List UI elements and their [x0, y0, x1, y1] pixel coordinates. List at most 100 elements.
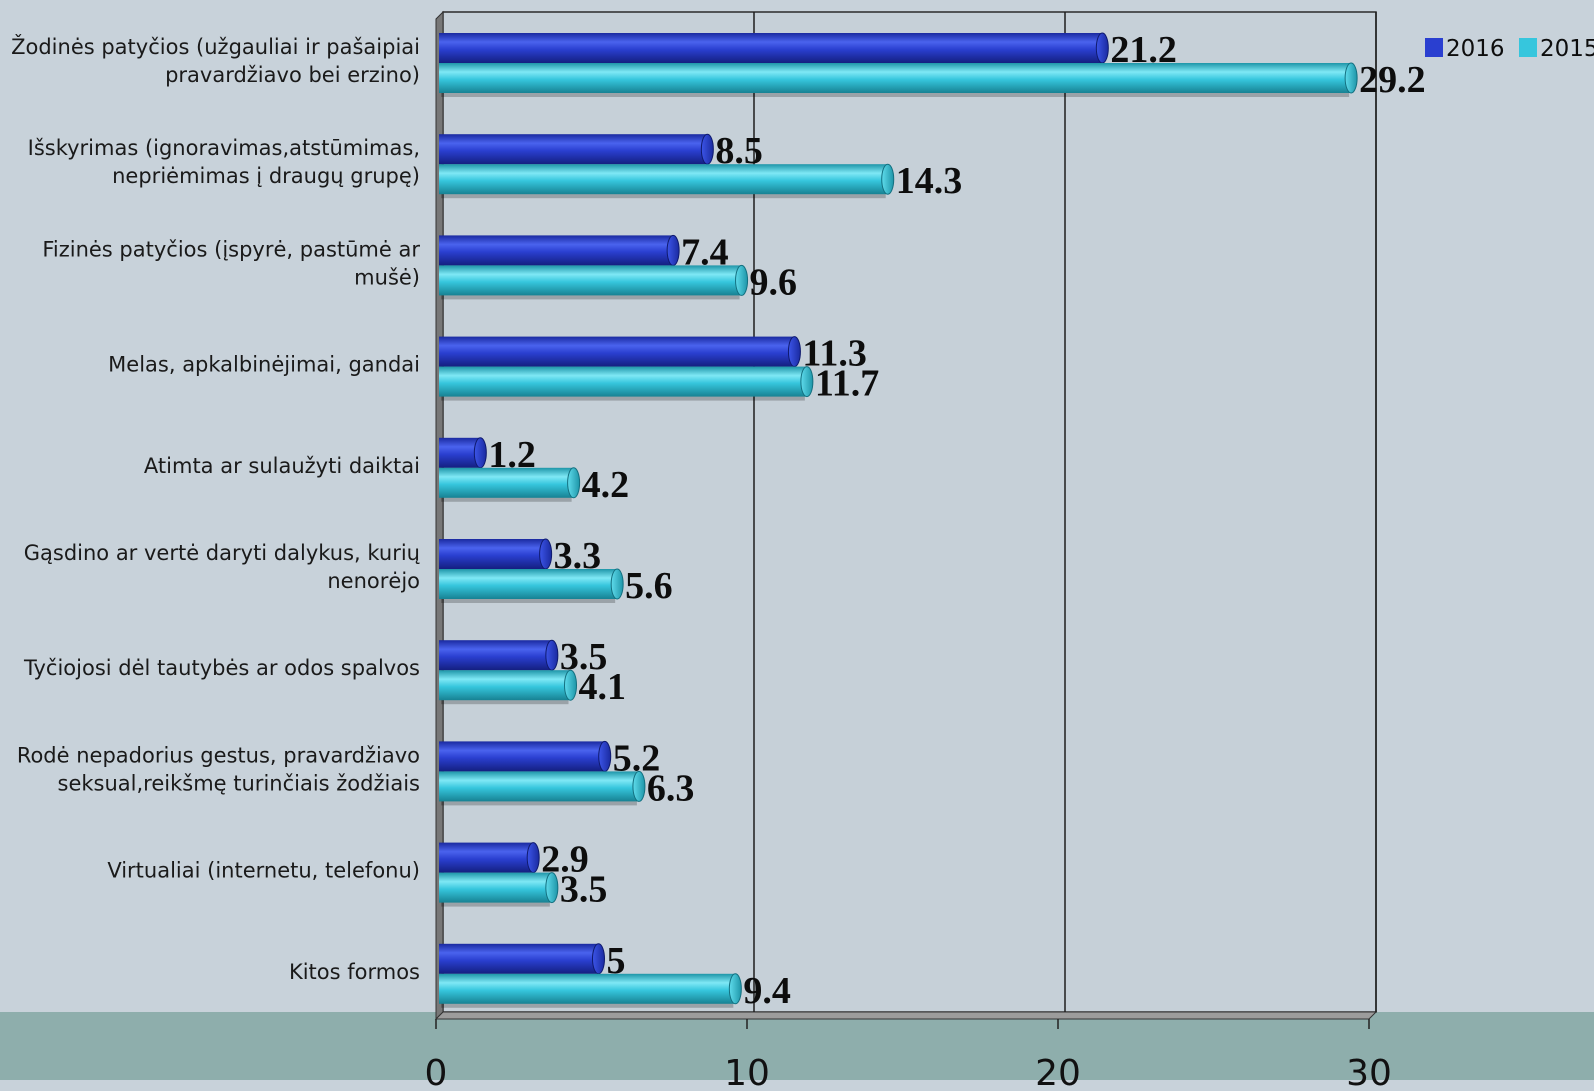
data-labels: 21.2 29.2 8.5 14.3 7.4 9.611.311.7 1.2 4.2 3.3 5.… [488, 29, 1425, 1012]
data-label-2016-8: 2.9 [541, 839, 589, 881]
bar-2015-7 [439, 770, 646, 806]
bar-body [439, 842, 534, 873]
data-label-2015-2: 9.6 [750, 261, 798, 303]
bar-cap [598, 740, 612, 772]
bar-cap [700, 133, 714, 165]
bar-body [439, 539, 546, 569]
bar-body [439, 943, 599, 974]
bar-2016-1 [439, 133, 714, 169]
bar-body [439, 872, 552, 903]
data-label-2016-9: 5 [607, 940, 626, 982]
bar-cap [539, 538, 553, 570]
bar-body [439, 569, 618, 599]
category-label-line: Fizinės patyčios (įspyrė, pastūmė ar [42, 237, 420, 261]
category-label-line: nepriėmimas į draugų grupę) [112, 164, 420, 188]
data-label-2015-8: 3.5 [560, 869, 608, 911]
bar-cap [1344, 62, 1358, 94]
bar-cap [564, 669, 578, 701]
data-label-2015-3: 11.7 [815, 363, 879, 405]
tick-label-0: 0 [425, 1053, 448, 1091]
data-label-2016-4: 1.2 [488, 434, 536, 476]
bar-cap [728, 973, 742, 1005]
data-label-2016-7: 5.2 [613, 737, 661, 779]
bar-body [439, 265, 742, 296]
category-label: Tyčiojosi dėl tautybės ar odos spalvos [23, 656, 420, 680]
data-label-2015-7: 6.3 [647, 767, 695, 809]
category-label-line: Žodinės patyčios (užgauliai ir pašaipiai [11, 34, 420, 59]
data-label-2016-5: 3.3 [554, 535, 602, 577]
bar-body [439, 973, 736, 1004]
category-label-line: Atimta ar sulaužyti daiktai [144, 454, 420, 478]
category-label-line: pravardžiavo bei erzino) [165, 63, 420, 87]
bar-2015-1 [439, 163, 895, 199]
bar-2015-8 [439, 872, 559, 907]
data-label-2016-2: 7.4 [681, 231, 729, 273]
bar-body [439, 741, 605, 772]
bar-2016-3 [439, 336, 801, 371]
bar-cap [545, 639, 559, 671]
bar-body [439, 670, 571, 701]
bar-cap [632, 770, 646, 802]
bar-body [439, 771, 639, 802]
bars [439, 32, 1358, 1008]
category-label-line: Melas, apkalbinėjimai, gandai [108, 353, 420, 377]
bar-body [439, 437, 481, 468]
bar-2015-6 [439, 669, 578, 705]
category-label: Melas, apkalbinėjimai, gandai [108, 353, 420, 377]
bar-cap [567, 467, 581, 499]
data-label-2016-1: 8.5 [715, 130, 763, 172]
data-label-2016-3: 11.3 [802, 333, 866, 375]
category-label-line: Išskyrimas (ignoravimas,atstūmimas, [28, 136, 420, 160]
bar-2016-0 [439, 32, 1109, 67]
category-label-line: nenorėjo [327, 569, 420, 593]
bar-cap [473, 437, 487, 469]
category-label: Gąsdino ar vertė daryti dalykus, kurių ne… [24, 541, 420, 593]
bar-cap [787, 336, 801, 368]
bar-body [439, 366, 807, 397]
category-label-line: Tyčiojosi dėl tautybės ar odos spalvos [23, 656, 420, 680]
category-label: Kitos formos [289, 960, 420, 984]
category-label: Rodė nepadorius gestus, pravardžiavo seks… [17, 743, 420, 795]
bar-2016-7 [439, 740, 612, 776]
bar-cap [666, 234, 680, 266]
bar-2016-2 [439, 234, 680, 270]
bar-2015-2 [439, 264, 749, 300]
bar-2016-9 [439, 943, 605, 978]
bar-2015-0 [439, 62, 1358, 97]
bar-2016-5 [439, 538, 553, 573]
data-label-2016-0: 21.2 [1110, 29, 1177, 71]
category-label-line: Gąsdino ar vertė daryti dalykus, kurių [24, 541, 420, 565]
category-label-line: mušė) [354, 265, 420, 289]
legend-label-2015: 2015 [1540, 36, 1594, 62]
data-label-2015-6: 4.1 [579, 666, 627, 708]
bar-2016-6 [439, 639, 559, 675]
category-label-line: seksual,reikšmę turinčiais žodžiais [58, 771, 420, 795]
bar-body [439, 164, 888, 195]
tick-label-30: 30 [1346, 1053, 1392, 1091]
legend-swatch-2016 [1425, 38, 1443, 57]
floor-band [0, 1012, 1594, 1080]
bar-cap [800, 366, 814, 398]
bar-cap [1095, 32, 1109, 64]
bar-2015-3 [439, 366, 814, 401]
bar-cap [526, 842, 540, 874]
bar-cap [881, 163, 895, 195]
bar-2015-9 [439, 973, 742, 1008]
category-label: Virtualiai (internetu, telefonu) [107, 859, 420, 883]
bar-body [439, 33, 1103, 63]
bar-body [439, 336, 795, 367]
data-label-2015-5: 5.6 [625, 565, 673, 607]
tick-labels: 0 10 20 30 [425, 1053, 1392, 1091]
category-label-line: Rodė nepadorius gestus, pravardžiavo [17, 743, 420, 767]
bar-2016-8 [439, 842, 540, 877]
category-labels: Žodinės patyčios (užgauliai ir pašaipiai… [11, 34, 420, 984]
category-label: Išskyrimas (ignoravimas,atstūmimas, nepri… [28, 136, 420, 188]
legend: 2016 2015 [1425, 36, 1594, 62]
category-label: Fizinės patyčios (įspyrė, pastūmė ar mušė… [42, 237, 420, 289]
bar-cap [735, 264, 749, 296]
data-label-2015-0: 29.2 [1359, 59, 1426, 101]
bar-body [439, 63, 1352, 93]
value-axis [435, 1019, 1370, 1029]
category-label: Žodinės patyčios (užgauliai ir pašaipiai… [11, 34, 420, 87]
